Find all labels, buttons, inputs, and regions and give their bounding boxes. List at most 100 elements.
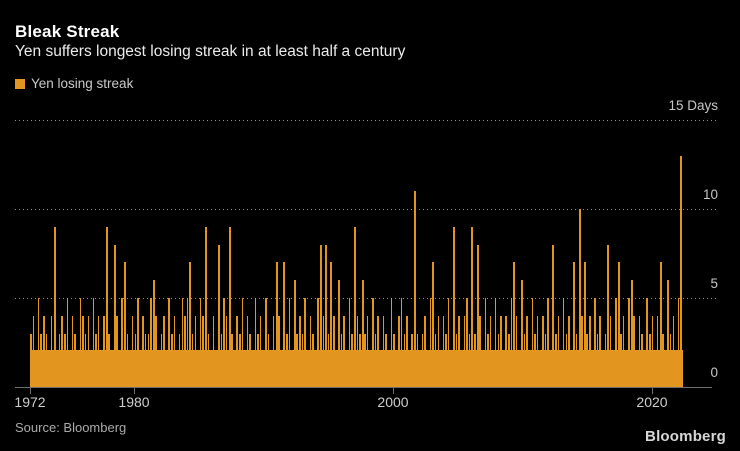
streak-bar [218,244,221,387]
streak-bar [92,298,95,387]
streak-bar [199,298,202,387]
streak-bar [293,280,296,387]
y-axis-label: 15 Days [668,98,718,113]
streak-bar [586,333,588,387]
bloomberg-logo: Bloomberg [645,428,726,445]
streak-bar [40,333,42,387]
streak-bar [249,333,251,387]
streak-bar [95,333,97,387]
streak-bar [476,244,479,387]
streak-bar [573,262,576,387]
streak-bar [372,298,374,387]
streak-bar [142,315,144,387]
streak-bar [505,315,507,387]
streak-bar [338,280,341,387]
x-axis-tick [393,388,394,394]
streak-bar [421,333,424,387]
streak-bar [377,315,379,387]
streak-bar [228,226,231,387]
streak-bar [278,315,280,387]
streak-bar [552,244,555,387]
streak-bar [126,333,129,387]
streak-bar [547,298,549,387]
streak-bar [82,315,84,387]
streak-bar [58,333,61,387]
streak-bar [497,333,499,387]
streak-bar [521,280,524,387]
streak-bar [458,315,460,387]
streak-bar [638,315,641,387]
streak-bar [575,333,578,387]
streak-bar [437,315,439,387]
streak-bar [494,298,497,387]
streak-bar [322,315,324,387]
streak-bar [61,315,63,387]
streak-bar [205,226,207,387]
streak-bar [333,315,335,387]
streak-bar [385,333,387,387]
streak-bar [366,315,369,387]
streak-bar [50,315,53,387]
streak-bar [474,333,476,387]
gridline [15,298,718,299]
streak-bar [557,315,560,387]
streak-bar [194,315,197,387]
streak-bar [121,298,123,387]
streak-bar [296,333,298,387]
streak-bar [622,315,625,387]
streak-bar [411,333,413,387]
streak-bar [400,298,403,387]
streak-bar [212,315,215,387]
streak-bar [241,298,244,387]
streak-bar [32,315,35,387]
streak-bar [351,333,353,387]
streak-bar [309,315,311,387]
streak-bar [630,280,633,387]
streak-bar [103,315,105,387]
streak-bar [131,315,134,387]
streak-bar [301,333,304,387]
streak-bar [257,333,259,387]
x-axis-tick [134,388,135,394]
streak-bar [272,315,275,387]
streak-bar [651,315,654,387]
streak-bar [442,315,445,387]
streak-bar [186,298,189,387]
streak-bar [319,244,322,387]
streak-bar [87,315,89,387]
x-axis-label: 2000 [377,394,409,410]
streak-bar [220,333,223,387]
streak-bar [581,315,583,387]
streak-bar [667,280,670,387]
streak-bar [615,298,617,387]
streak-bar [299,315,301,387]
gridline [15,209,718,210]
streak-bar [150,298,152,387]
streak-bar [500,315,502,387]
streak-bar [330,262,333,387]
streak-bar [484,298,486,387]
streak-bar [534,333,536,387]
streak-bar [568,315,570,387]
streak-bar [325,244,328,387]
streak-bar [144,333,147,387]
streak-bar [669,333,672,387]
streak-bar [617,262,620,387]
streak-bar [542,315,544,387]
streak-bar [353,226,356,387]
streak-bar [463,315,466,387]
streak-bar [168,298,170,387]
streak-bar [374,333,377,387]
streak-bar [536,315,539,387]
streak-bar [526,315,528,387]
streak-bar [246,315,249,387]
streak-bar [231,333,233,387]
streak-bar [71,315,74,387]
streak-bar [468,333,471,387]
streak-bar [191,333,194,387]
streak-bar [578,209,581,387]
streak-bar [604,333,607,387]
streak-bar [364,333,366,387]
streak-bar [445,333,447,387]
